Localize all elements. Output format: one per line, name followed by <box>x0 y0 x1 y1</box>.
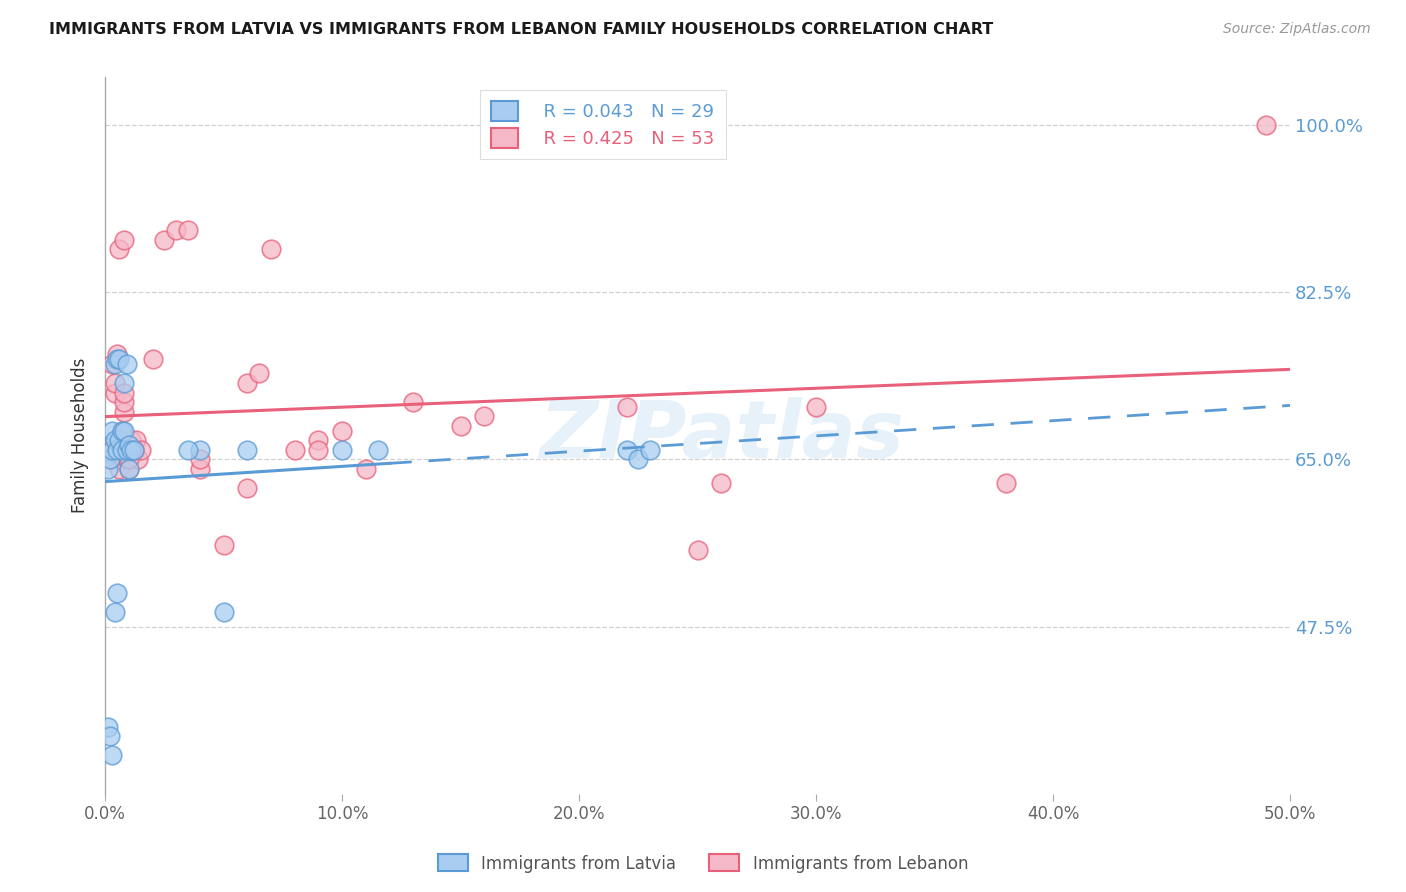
Y-axis label: Family Households: Family Households <box>72 358 89 513</box>
Point <box>142 352 165 367</box>
Point <box>188 462 211 476</box>
Point <box>112 385 135 400</box>
Point <box>125 434 148 448</box>
Point <box>686 543 709 558</box>
Point <box>188 452 211 467</box>
Point <box>118 452 141 467</box>
Point <box>112 395 135 409</box>
Point <box>236 481 259 495</box>
Point <box>450 419 472 434</box>
Point <box>330 442 353 457</box>
Point <box>108 243 131 257</box>
Point <box>104 376 127 390</box>
Point <box>308 442 330 457</box>
Point <box>97 720 120 734</box>
Point <box>112 376 135 390</box>
Point <box>165 223 187 237</box>
Point <box>118 438 141 452</box>
Point <box>472 409 495 424</box>
Point <box>98 730 121 744</box>
Text: Source: ZipAtlas.com: Source: ZipAtlas.com <box>1223 22 1371 37</box>
Point <box>616 400 638 414</box>
Point <box>127 452 149 467</box>
Point <box>804 400 827 414</box>
Point <box>108 434 131 448</box>
Point <box>177 442 200 457</box>
Point <box>105 442 128 457</box>
Point <box>98 452 121 467</box>
Point <box>108 352 131 367</box>
Point <box>104 385 127 400</box>
Point <box>120 434 142 448</box>
Point <box>247 367 270 381</box>
Point <box>108 442 131 457</box>
Point <box>122 442 145 457</box>
Legend: Immigrants from Latvia, Immigrants from Lebanon: Immigrants from Latvia, Immigrants from … <box>432 847 974 880</box>
Point <box>367 442 389 457</box>
Point <box>616 442 638 457</box>
Point <box>260 243 283 257</box>
Point <box>112 405 135 419</box>
Point <box>115 452 138 467</box>
Point <box>101 424 124 438</box>
Point <box>330 424 353 438</box>
Point <box>98 452 121 467</box>
Text: ZIPatlas: ZIPatlas <box>538 397 904 475</box>
Point <box>108 462 131 476</box>
Point <box>101 442 124 457</box>
Point <box>111 424 134 438</box>
Point <box>118 462 141 476</box>
Point <box>105 442 128 457</box>
Point <box>115 357 138 371</box>
Point <box>236 442 259 457</box>
Point <box>112 424 135 438</box>
Point <box>402 395 425 409</box>
Point <box>236 376 259 390</box>
Point <box>105 347 128 361</box>
Point <box>112 233 135 247</box>
Point <box>212 605 235 619</box>
Point <box>129 442 152 457</box>
Point <box>111 442 134 457</box>
Point <box>120 442 142 457</box>
Point <box>153 233 176 247</box>
Point <box>710 476 733 491</box>
Text: IMMIGRANTS FROM LATVIA VS IMMIGRANTS FROM LEBANON FAMILY HOUSEHOLDS CORRELATION : IMMIGRANTS FROM LATVIA VS IMMIGRANTS FRO… <box>49 22 994 37</box>
Point <box>122 442 145 457</box>
Point <box>105 352 128 367</box>
Point <box>212 538 235 552</box>
Point <box>284 442 307 457</box>
Point <box>101 442 124 457</box>
Point <box>101 748 124 763</box>
Legend:   R = 0.043   N = 29,   R = 0.425   N = 53: R = 0.043 N = 29, R = 0.425 N = 53 <box>479 90 725 159</box>
Point <box>1256 118 1278 132</box>
Point <box>188 442 211 457</box>
Point <box>104 605 127 619</box>
Point <box>308 434 330 448</box>
Point <box>115 438 138 452</box>
Point <box>118 462 141 476</box>
Point <box>105 586 128 600</box>
Point <box>354 462 377 476</box>
Point <box>177 223 200 237</box>
Point <box>994 476 1017 491</box>
Point <box>627 452 650 467</box>
Point <box>111 424 134 438</box>
Point <box>104 357 127 371</box>
Point <box>638 442 661 457</box>
Point <box>97 462 120 476</box>
Point <box>105 452 128 467</box>
Point <box>111 442 134 457</box>
Point <box>115 442 138 457</box>
Point <box>104 434 127 448</box>
Point <box>118 442 141 457</box>
Point <box>122 442 145 457</box>
Point <box>101 357 124 371</box>
